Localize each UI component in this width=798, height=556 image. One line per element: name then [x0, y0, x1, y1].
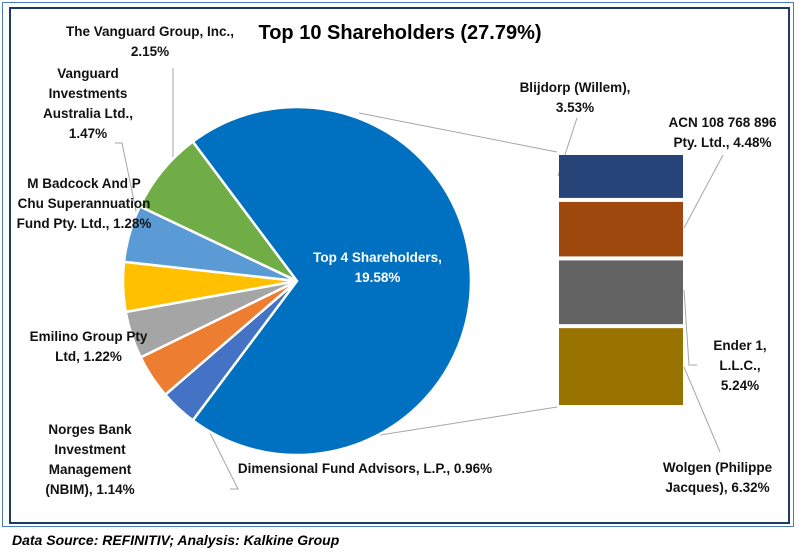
data-label-blijdorp: Blijdorp (Willem), 3.53% — [519, 80, 631, 115]
leader-acn — [683, 154, 724, 229]
leader-wolgen — [683, 366, 721, 453]
leader-ender — [683, 289, 697, 366]
bar-segment-wolgen-philippe-jacques — [559, 328, 683, 405]
pie-slice-top-4-shareholders — [191, 105, 473, 457]
data-label-acn: ACN 108 768 896 Pty. Ltd., 4.48% — [668, 115, 777, 150]
bar-segment-blijdorp-willem — [559, 155, 683, 198]
data-label-m-badcock: M Badcock And P Chu Superannuation Fund … — [16, 176, 152, 231]
data-label-wolgen: Wolgen (Philippe Jacques), 6.32% — [662, 460, 773, 495]
data-label-vanguard-group: The Vanguard Group, Inc., 2.15% — [65, 24, 235, 59]
chart-title: Top 10 Shareholders (27.79%) — [258, 22, 542, 44]
data-label-vanguard-investments: Vanguard Investments Australia Ltd., 1.4… — [42, 66, 133, 141]
data-label-ender: Ender 1, L.L.C., 5.24% — [713, 338, 767, 393]
data-label-dimensional: Dimensional Fund Advisors, L.P., 0.96% — [237, 461, 493, 476]
data-label-norges: Norges Bank Investment Management (NBIM)… — [45, 422, 135, 497]
bar-segment-acn-108-768-896-pty-ltd — [559, 201, 683, 257]
connector-top — [358, 112, 558, 153]
data-label-top4: Top 4 Shareholders, 19.58% — [313, 250, 442, 285]
bar-segment-ender-1-l-l-c — [559, 260, 683, 325]
chart-area — [9, 7, 790, 524]
leader-vanguard-investments — [115, 142, 140, 226]
data-label-emilino: Emilino Group Pty Ltd, 1.22% — [29, 329, 148, 364]
chart-outer-border — [2, 2, 794, 527]
data-source-note: Data Source: REFINITIV; Analysis: Kalkin… — [12, 532, 340, 548]
